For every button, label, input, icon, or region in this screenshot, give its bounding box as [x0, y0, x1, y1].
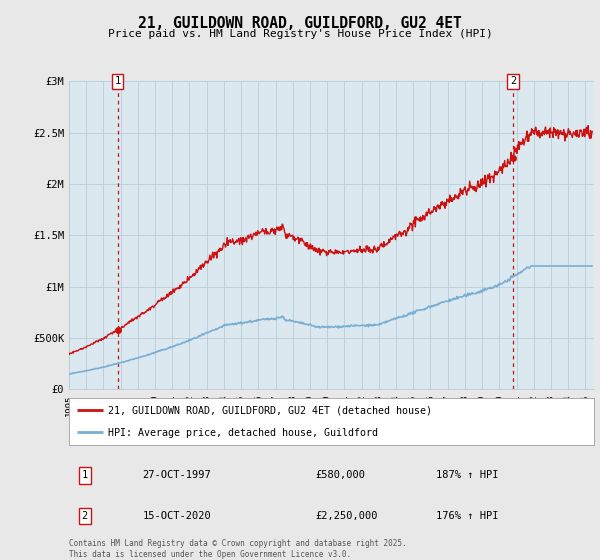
Text: £2,250,000: £2,250,000	[316, 511, 378, 521]
Text: 2: 2	[510, 76, 516, 86]
Text: £580,000: £580,000	[316, 470, 366, 480]
Text: Contains HM Land Registry data © Crown copyright and database right 2025.
This d: Contains HM Land Registry data © Crown c…	[69, 539, 407, 559]
Text: 21, GUILDOWN ROAD, GUILDFORD, GU2 4ET (detached house): 21, GUILDOWN ROAD, GUILDFORD, GU2 4ET (d…	[109, 406, 433, 416]
Text: 15-OCT-2020: 15-OCT-2020	[143, 511, 211, 521]
Text: 21, GUILDOWN ROAD, GUILDFORD, GU2 4ET: 21, GUILDOWN ROAD, GUILDFORD, GU2 4ET	[138, 16, 462, 31]
Text: 1: 1	[115, 76, 121, 86]
Text: 2: 2	[82, 511, 88, 521]
Text: 27-OCT-1997: 27-OCT-1997	[143, 470, 211, 480]
Text: HPI: Average price, detached house, Guildford: HPI: Average price, detached house, Guil…	[109, 428, 379, 438]
Text: 1: 1	[82, 470, 88, 480]
Text: 187% ↑ HPI: 187% ↑ HPI	[437, 470, 499, 480]
Text: 176% ↑ HPI: 176% ↑ HPI	[437, 511, 499, 521]
Text: Price paid vs. HM Land Registry's House Price Index (HPI): Price paid vs. HM Land Registry's House …	[107, 29, 493, 39]
